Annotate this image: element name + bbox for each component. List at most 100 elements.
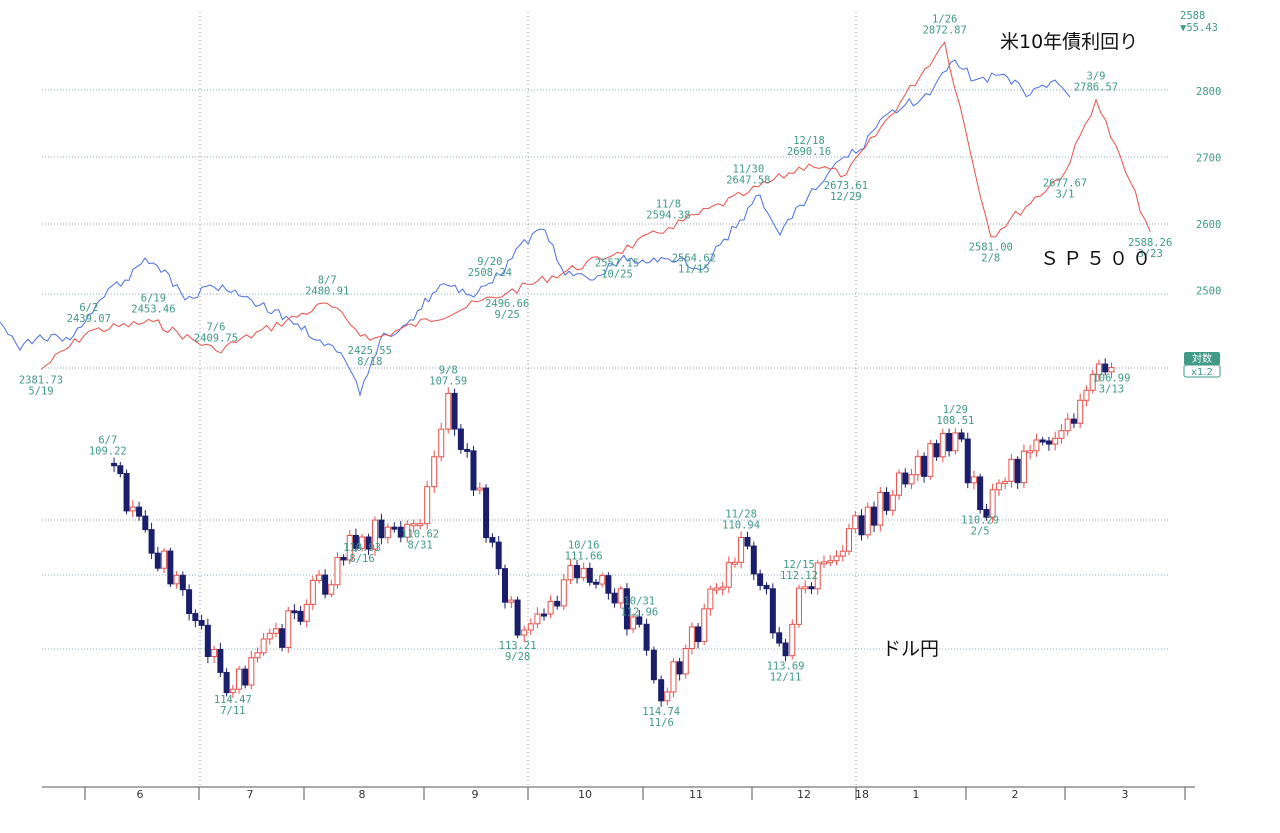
candle-body bbox=[908, 474, 915, 485]
candle-body bbox=[303, 603, 310, 622]
candle-body bbox=[1039, 439, 1046, 443]
candle-body bbox=[769, 588, 776, 634]
candle-body bbox=[229, 688, 236, 694]
candle-body bbox=[1108, 367, 1115, 373]
candle-body bbox=[580, 567, 587, 579]
candle-body bbox=[623, 588, 630, 630]
candle-body bbox=[1064, 418, 1071, 432]
candle-body bbox=[186, 589, 193, 615]
y-tick-label: 2800 bbox=[1196, 86, 1221, 98]
candle-body bbox=[340, 556, 347, 561]
annotation-second: 111.66 bbox=[565, 550, 603, 562]
candle-body bbox=[858, 515, 865, 536]
candle-body bbox=[223, 671, 230, 694]
annotation-first: 10/16 bbox=[568, 539, 600, 551]
candle-body bbox=[547, 600, 554, 615]
candle-body bbox=[417, 523, 424, 527]
candle-body bbox=[260, 638, 267, 654]
annotation-second: 3/23 bbox=[1138, 248, 1163, 260]
annotation-second: 109.22 bbox=[89, 445, 127, 457]
candle-body bbox=[731, 561, 738, 565]
candle-body bbox=[877, 491, 884, 526]
log-scale-badge[interactable]: 対数 x1.2 bbox=[1183, 352, 1221, 378]
candle-body bbox=[914, 455, 921, 476]
annotation-first: 2673.61 bbox=[824, 180, 868, 192]
candle-body bbox=[211, 648, 218, 657]
candle-body bbox=[346, 535, 353, 561]
x-tick-label: 1 bbox=[913, 788, 920, 801]
candle-body bbox=[554, 600, 561, 607]
candle-body bbox=[1014, 458, 1021, 484]
candle-body bbox=[1033, 439, 1040, 452]
corner-top-value: 2588 bbox=[1180, 10, 1205, 22]
candle-body bbox=[839, 550, 846, 557]
annotation-first: 2677.67 bbox=[1043, 177, 1087, 189]
annotation-first: 1/26 bbox=[932, 13, 957, 25]
candle-body bbox=[650, 649, 657, 681]
candle-body bbox=[776, 632, 783, 644]
annotation-first: 2557.15 bbox=[595, 258, 639, 270]
annotation-first: 2381.73 bbox=[19, 374, 63, 386]
candle-body bbox=[483, 487, 490, 539]
candle-body bbox=[514, 599, 521, 636]
candle-body bbox=[266, 632, 273, 640]
candle-body bbox=[154, 552, 161, 569]
candle-body bbox=[1052, 437, 1059, 445]
candle-body bbox=[508, 599, 515, 603]
candle-body bbox=[820, 561, 827, 565]
annotation-second: 8/18 bbox=[357, 356, 382, 368]
candle-body bbox=[521, 629, 528, 636]
candle-body bbox=[630, 616, 637, 630]
annotation-second: 2786.57 bbox=[1074, 82, 1118, 94]
candle-body bbox=[757, 573, 764, 586]
candle-body bbox=[939, 432, 946, 458]
candle-body bbox=[827, 560, 834, 564]
candle-body bbox=[643, 623, 650, 651]
annotation-first: 110.93 bbox=[343, 542, 381, 554]
y-tick-label: 2700 bbox=[1196, 152, 1221, 164]
annotation-second: 8/16 bbox=[349, 553, 374, 565]
candle-body bbox=[464, 448, 471, 452]
candle-body bbox=[279, 628, 286, 648]
candle-body bbox=[676, 661, 683, 675]
candle-body bbox=[707, 588, 714, 610]
candle-body bbox=[136, 506, 143, 517]
candle-body bbox=[1077, 399, 1084, 424]
candle-body bbox=[1070, 418, 1077, 424]
candle-body bbox=[605, 575, 612, 594]
annotation-second: 9/25 bbox=[495, 309, 520, 321]
candle-body bbox=[328, 584, 335, 595]
annotation-first: 114.74 bbox=[642, 706, 680, 718]
yield-title: 米10年債利回り bbox=[1000, 31, 1138, 53]
annotation-second: 2/8 bbox=[981, 253, 1000, 265]
candle-body bbox=[424, 486, 431, 525]
candle-body bbox=[445, 392, 452, 430]
usdjpy-title: ドル円 bbox=[882, 638, 939, 660]
candle-body bbox=[1089, 374, 1096, 391]
annotation-first: 2581.00 bbox=[969, 242, 1013, 254]
candle-body bbox=[397, 526, 404, 538]
candle-body bbox=[695, 626, 702, 643]
annotation-first: 10/31 bbox=[623, 595, 655, 607]
candle-body bbox=[173, 574, 180, 585]
candle-body bbox=[995, 482, 1002, 491]
candle-body bbox=[1020, 450, 1027, 484]
candle-body bbox=[161, 550, 168, 569]
annotation-second: 2594.38 bbox=[646, 210, 690, 222]
x-tick-label: 12 bbox=[797, 788, 811, 801]
candle-body bbox=[541, 613, 548, 617]
yield-line bbox=[0, 59, 1071, 397]
candle-body bbox=[322, 574, 329, 595]
annotation-first: 114.47 bbox=[214, 694, 252, 706]
candle-body bbox=[285, 610, 292, 648]
candle-body bbox=[808, 586, 815, 590]
annotation-second: 11/15 bbox=[678, 264, 710, 276]
y-axis-ticks: 2500 2600 2700 2800 bbox=[1196, 86, 1221, 298]
candle-body bbox=[1083, 389, 1090, 401]
x-tick-label: 2 bbox=[1012, 788, 1019, 801]
candle-body bbox=[567, 565, 574, 581]
usdjpy-candle-series bbox=[111, 358, 1115, 707]
annotation-second: 112.96 bbox=[620, 606, 658, 618]
sp500-line-series bbox=[40, 41, 1151, 370]
